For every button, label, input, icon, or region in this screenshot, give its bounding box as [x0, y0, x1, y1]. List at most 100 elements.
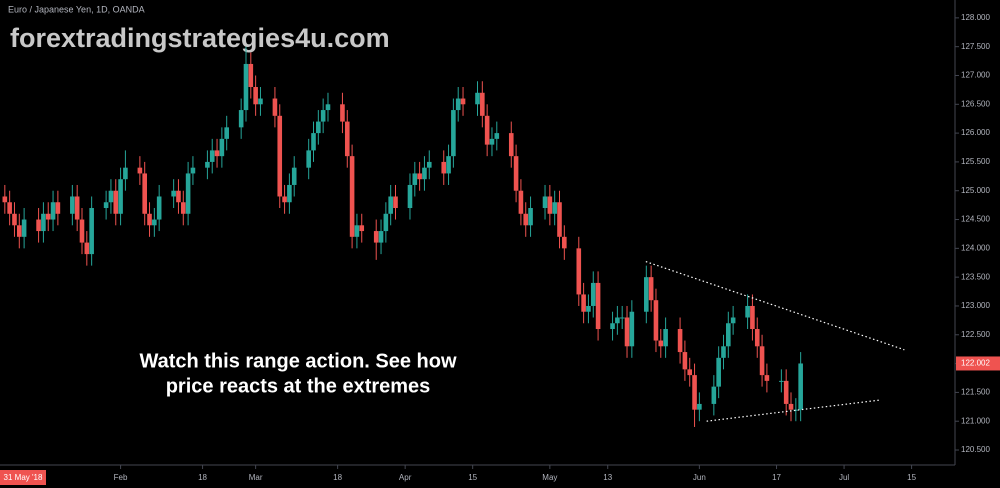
cursor-label: 31 May '18: [4, 473, 43, 482]
candle-body: [783, 380, 789, 404]
candle-body: [412, 173, 418, 185]
candle-body: [152, 219, 157, 226]
candle-body: [581, 294, 586, 312]
watermark: forextradingstrategies4u.com: [10, 23, 390, 53]
y-tick-label: 126.500: [961, 99, 990, 108]
candle-body: [214, 150, 220, 157]
candle-body: [716, 357, 721, 387]
candle-body: [446, 156, 451, 174]
candle-body: [287, 184, 292, 203]
candle-body: [176, 190, 181, 203]
candle-body: [619, 317, 625, 319]
candle-body: [277, 115, 283, 197]
candle-body: [648, 277, 654, 301]
x-tick-label: May: [542, 473, 557, 482]
candle-body: [258, 98, 263, 105]
trendline: [706, 399, 882, 422]
candle-body: [12, 213, 17, 226]
candle-body: [644, 277, 649, 312]
candle-body: [180, 202, 186, 214]
candle-body: [513, 156, 519, 191]
x-tick-label: Mar: [249, 473, 263, 482]
candle-body: [190, 167, 196, 174]
candle-body: [562, 236, 567, 249]
y-tick-label: 121.000: [961, 416, 990, 425]
candle-body: [779, 380, 784, 382]
candle-body: [730, 317, 736, 324]
candle-body: [754, 329, 760, 347]
candle-body: [697, 403, 702, 410]
candle-body: [441, 161, 447, 174]
y-tick-label: 125.500: [961, 157, 990, 166]
candle-body: [610, 323, 615, 330]
y-tick-label: 123.500: [961, 272, 990, 281]
candle-body: [171, 190, 176, 197]
x-tick-label: Apr: [399, 473, 412, 482]
candle-body: [311, 133, 316, 151]
candle-body: [528, 208, 533, 226]
candle-body: [253, 87, 258, 105]
candle-body: [282, 196, 287, 203]
candle-body: [340, 104, 345, 122]
candle-body: [320, 110, 326, 122]
candle-body: [759, 346, 765, 376]
candle-body: [451, 110, 456, 157]
x-tick-label: 15: [468, 473, 477, 482]
candle-body: [798, 363, 803, 410]
x-tick-label: 18: [198, 473, 207, 482]
candle-body: [359, 225, 365, 232]
candle-body: [113, 190, 119, 214]
x-tick-label: 15: [907, 473, 916, 482]
candle-body: [383, 213, 389, 232]
candle-body: [422, 167, 427, 180]
candle-body: [407, 184, 413, 209]
cursor-label-box: [0, 470, 46, 485]
candle-body: [70, 196, 75, 214]
candle-body: [480, 92, 485, 116]
candle-body: [523, 213, 529, 226]
candle-body: [615, 317, 620, 324]
candle-body: [426, 161, 432, 168]
y-tick-label: 125.000: [961, 186, 990, 195]
candle-body: [494, 133, 500, 139]
y-tick-label: 122.500: [961, 330, 990, 339]
candle-body: [238, 110, 244, 128]
candle-body: [224, 127, 229, 139]
candle-body: [219, 138, 225, 157]
candle-body: [89, 208, 94, 255]
y-tick-label: 124.500: [961, 215, 990, 224]
candle-body: [316, 121, 321, 134]
candle-body: [624, 317, 630, 347]
candle-body: [137, 167, 143, 174]
y-tick-label: 120.500: [961, 445, 990, 454]
y-tick-label: 126.000: [961, 128, 990, 137]
candle-body: [460, 98, 466, 105]
candle-body: [653, 300, 659, 341]
candle-body: [7, 202, 12, 214]
candle-body: [788, 403, 794, 410]
candle-body: [248, 63, 254, 88]
candle-body: [590, 282, 596, 306]
candle-body: [84, 242, 90, 255]
candle-body: [595, 282, 601, 330]
x-tick-label: 17: [772, 473, 781, 482]
candle-body: [508, 133, 514, 157]
candle-body: [349, 156, 355, 237]
candle-body: [711, 386, 717, 404]
candle-body: [16, 225, 22, 237]
candle-body: [108, 190, 114, 203]
candle-body: [388, 196, 393, 214]
y-tick-label: 123.000: [961, 301, 990, 310]
candle-body: [629, 311, 635, 347]
candle-body: [682, 352, 688, 370]
last-price-label: 122.002: [961, 359, 990, 368]
y-tick-label: 121.500: [961, 388, 990, 397]
candle-body: [552, 202, 557, 214]
y-tick-label: 127.000: [961, 71, 990, 80]
candle-body: [147, 213, 152, 226]
candle-body: [677, 329, 683, 353]
candle-body: [692, 375, 697, 410]
candle-body: [123, 167, 128, 180]
